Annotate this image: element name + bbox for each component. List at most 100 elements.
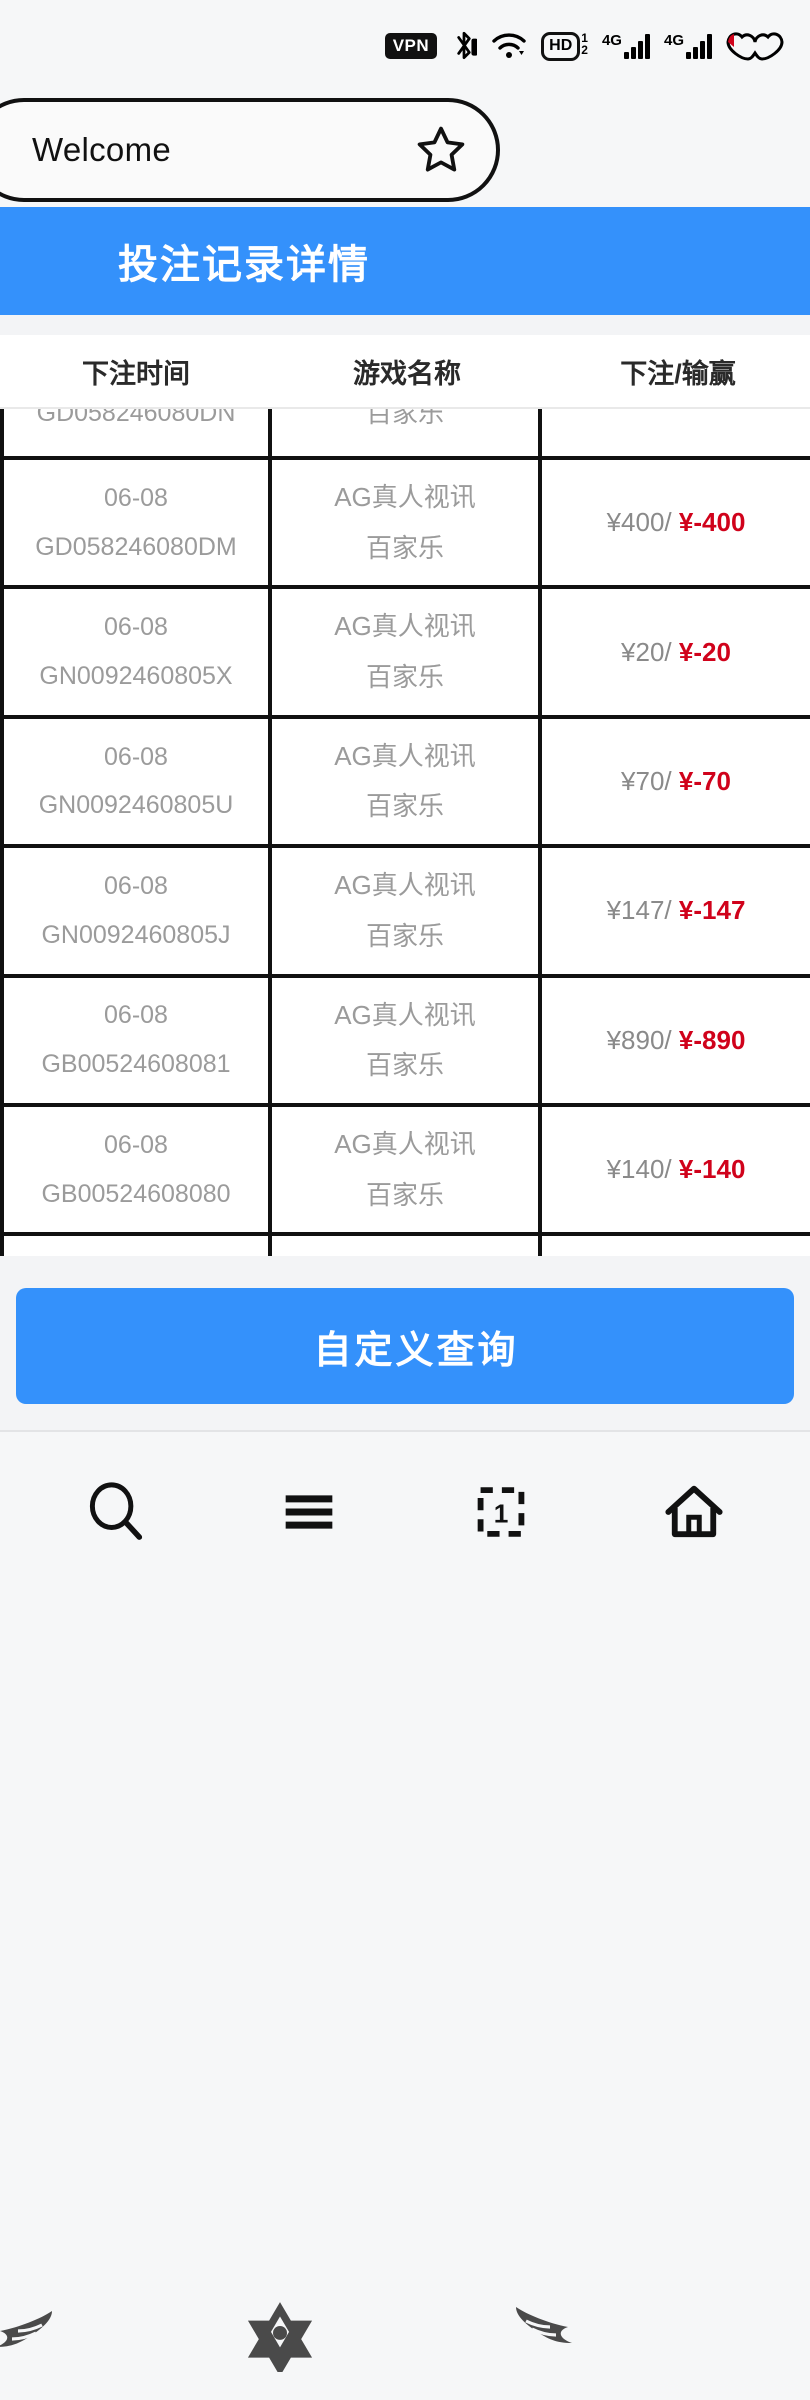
bet-amount: ¥140/: [606, 1154, 672, 1185]
table-body[interactable]: GD058246080DN 百家乐 06-08 GD058246080DM AG真人视讯…: [0, 409, 810, 1256]
home-icon[interactable]: [646, 1464, 742, 1560]
cell-time: 06-08 GN0092460805U: [0, 718, 272, 845]
banner-gap: [0, 315, 810, 335]
bet-id: GD058246080DM: [35, 532, 237, 561]
table-header-row: 下注时间 游戏名称 下注/输赢: [0, 335, 810, 409]
game-provider: AG真人视讯: [334, 611, 476, 642]
win-loss-amount: ¥-70: [678, 765, 731, 796]
cell-amount: ¥530/ ¥-530: [542, 1236, 810, 1256]
nav-home-icon[interactable]: [245, 2298, 315, 2372]
bet-result-amount: ¥400/ ¥-400: [607, 507, 746, 538]
table-row[interactable]: 06-08 GN0092460805X AG真人视讯 百家乐 ¥20/ ¥-20: [0, 589, 810, 719]
cell-game: 百家乐: [272, 409, 542, 456]
browser-bottom-nav: 1: [0, 1432, 810, 1592]
menu-icon[interactable]: [261, 1464, 357, 1560]
cell-time: 06-08 GD058246080DM: [0, 460, 272, 586]
column-header-amount: 下注/输赢: [620, 358, 736, 389]
address-bar[interactable]: Welcome: [0, 97, 500, 202]
battery-icon: [726, 30, 784, 62]
game-name: 百家乐: [365, 1179, 444, 1210]
game-name: 百家乐: [365, 791, 444, 822]
table-row[interactable]: GD058246080DN 百家乐: [0, 409, 810, 460]
cell-game: AG真人视讯百家乐: [272, 848, 542, 974]
hd-voice-icon: HD 1 2: [541, 30, 588, 61]
bet-date: 06-08: [104, 483, 168, 512]
sim1-network-label: 4G: [601, 32, 622, 49]
bet-id: GN0092460805X: [39, 662, 233, 691]
cell-time: 06-08 GB00524608081: [0, 977, 272, 1103]
cell-game: AG真人视讯百家乐: [272, 589, 542, 715]
cell-time: 06-08 GB00524608080: [0, 1106, 272, 1233]
search-icon[interactable]: [68, 1464, 164, 1560]
table-row[interactable]: 06-08 GN0092460805J AG真人视讯 百家乐 ¥147/ ¥-147: [0, 848, 810, 978]
cell-game: AG真人视讯百家乐: [272, 977, 542, 1103]
win-loss-amount: ¥-400: [678, 507, 746, 538]
column-header-game: 游戏名称: [353, 358, 461, 389]
cell-game: AG真人视讯百家乐: [272, 460, 542, 586]
bet-amount: ¥400/: [606, 507, 672, 538]
game-name: 百家乐: [365, 409, 444, 429]
bet-date: 06-08: [104, 742, 168, 771]
vpn-icon: VPN: [384, 33, 438, 59]
signal-sim1-icon: 4G: [602, 33, 650, 59]
bet-id: GD058246080DN: [36, 409, 236, 428]
nav-back-icon[interactable]: [0, 2302, 72, 2372]
game-provider: AG真人视讯: [334, 740, 476, 771]
game-provider: AG真人视讯: [334, 870, 476, 901]
system-navigation-bar: [0, 2280, 810, 2400]
cell-amount: [542, 409, 810, 456]
address-bar-text[interactable]: Welcome: [32, 130, 172, 168]
tabs-icon[interactable]: 1: [453, 1464, 549, 1560]
sim2-network-label: 4G: [663, 32, 684, 49]
bet-result-amount: ¥70/ ¥-70: [621, 766, 731, 797]
win-loss-amount: ¥-147: [678, 895, 746, 926]
bet-amount: ¥890/: [606, 1024, 672, 1055]
game-provider: AG真人视讯: [334, 999, 476, 1030]
cell-game: AG真人视讯百家乐: [272, 1106, 542, 1233]
vpn-label: VPN: [384, 33, 438, 59]
bet-date: 06-08: [104, 1250, 168, 1256]
bet-date: 06-08: [104, 1130, 168, 1159]
win-loss-amount: ¥-20: [678, 636, 731, 667]
game-name: 百家乐: [365, 1050, 444, 1081]
status-bar: VPN HD 1 2 4G: [0, 0, 810, 92]
page-banner: 投注记录详情: [0, 207, 810, 315]
custom-query-button[interactable]: 自定义查询: [16, 1288, 794, 1404]
table-row[interactable]: 06-08GM059246080HAAG真人视讯百家乐¥530/ ¥-530: [0, 1236, 810, 1256]
table-row[interactable]: 06-08 GD058246080DM AG真人视讯 百家乐 ¥400/ ¥-400: [0, 460, 810, 590]
bet-amount: ¥70/: [621, 765, 672, 796]
browser-toolbar: Welcome: [0, 92, 810, 207]
bet-result-amount: ¥140/ ¥-140: [607, 1154, 746, 1185]
bet-result-amount: ¥147/ ¥-147: [607, 895, 746, 926]
table-row[interactable]: 06-08 GN0092460805U AG真人视讯 百家乐 ¥70/ ¥-70: [0, 718, 810, 849]
nav-recents-icon[interactable]: [500, 2300, 580, 2370]
game-name: 百家乐: [365, 532, 444, 563]
bet-id: GN0092460805J: [41, 920, 231, 949]
game-name: 百家乐: [365, 920, 444, 951]
hd-label: HD: [541, 31, 581, 61]
bet-id: GB00524608080: [41, 1179, 231, 1208]
hd-sim1-label: 1: [581, 30, 588, 45]
bet-date: 06-08: [104, 872, 168, 901]
cell-time: GD058246080DN: [0, 409, 272, 456]
table-row[interactable]: 06-08 GB00524608080 AG真人视讯 百家乐 ¥140/ ¥-140: [0, 1106, 810, 1237]
bet-id: GB00524608081: [41, 1050, 231, 1079]
game-provider: AG真人视讯: [334, 482, 476, 512]
query-button-area: 自定义查询: [0, 1256, 810, 1430]
table-row[interactable]: 06-08 GB00524608081 AG真人视讯 百家乐 ¥890/ ¥-890: [0, 977, 810, 1107]
game-name: 百家乐: [365, 662, 444, 693]
win-loss-amount: ¥-140: [678, 1154, 746, 1185]
cell-amount: ¥147/ ¥-147: [542, 848, 810, 973]
cell-amount: ¥890/ ¥-890: [542, 978, 810, 1103]
hd-sim2-label: 2: [581, 43, 588, 58]
cell-amount: ¥400/ ¥-400: [542, 460, 810, 585]
tab-count-label: 1: [494, 1499, 509, 1529]
cell-amount: ¥70/ ¥-70: [542, 719, 810, 844]
cell-game: AG真人视讯百家乐: [272, 718, 542, 845]
bet-id: GN0092460805U: [38, 791, 234, 820]
bet-amount: ¥20/: [621, 636, 672, 667]
star-icon[interactable]: [414, 123, 468, 177]
wifi-icon: [491, 31, 527, 61]
page-title: 投注记录详情: [118, 243, 370, 287]
